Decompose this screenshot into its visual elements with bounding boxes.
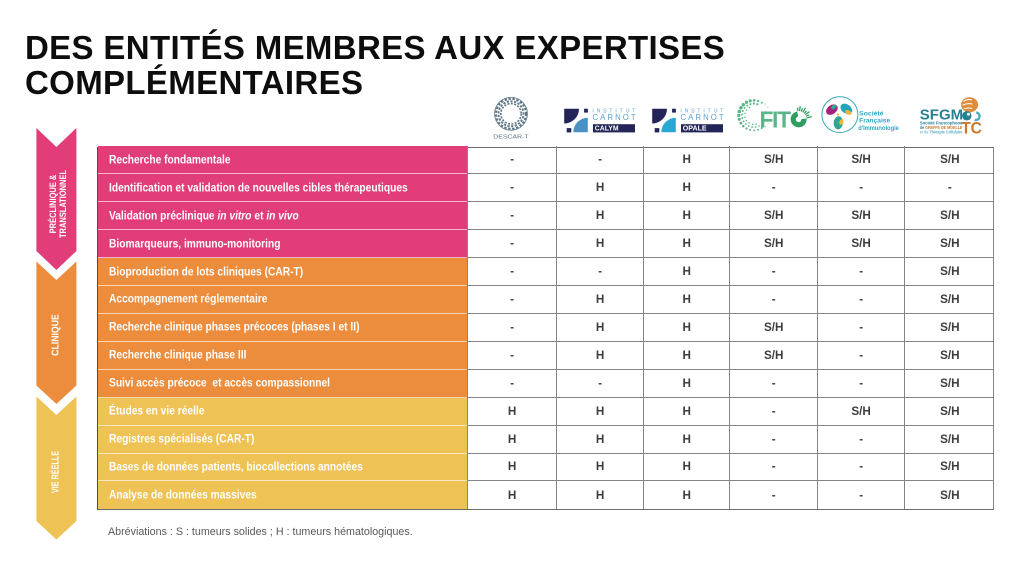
svg-text:DESCAR-T: DESCAR-T <box>493 135 529 141</box>
svg-text:CALYM: CALYM <box>595 124 619 133</box>
svg-text:CARNOT: CARNOT <box>680 113 724 122</box>
svg-text:CARNOT: CARNOT <box>592 113 636 122</box>
svg-text:OPALE: OPALE <box>683 124 707 133</box>
svg-text:d'Immunologie: d'Immunologie <box>858 125 899 132</box>
svg-text:de GREFFE DE MOELLE: de GREFFE DE MOELLE <box>920 125 963 130</box>
svg-text:FIT: FIT <box>760 106 791 132</box>
svg-text:TC: TC <box>961 120 982 138</box>
svg-text:Société Francophone: Société Francophone <box>920 120 963 125</box>
svg-text:SFGM: SFGM <box>920 106 963 123</box>
svg-text:Française: Française <box>859 118 890 125</box>
svg-text:Société: Société <box>859 110 884 117</box>
svg-text:et de Thérapie Cellulaire: et de Thérapie Cellulaire <box>920 130 963 135</box>
